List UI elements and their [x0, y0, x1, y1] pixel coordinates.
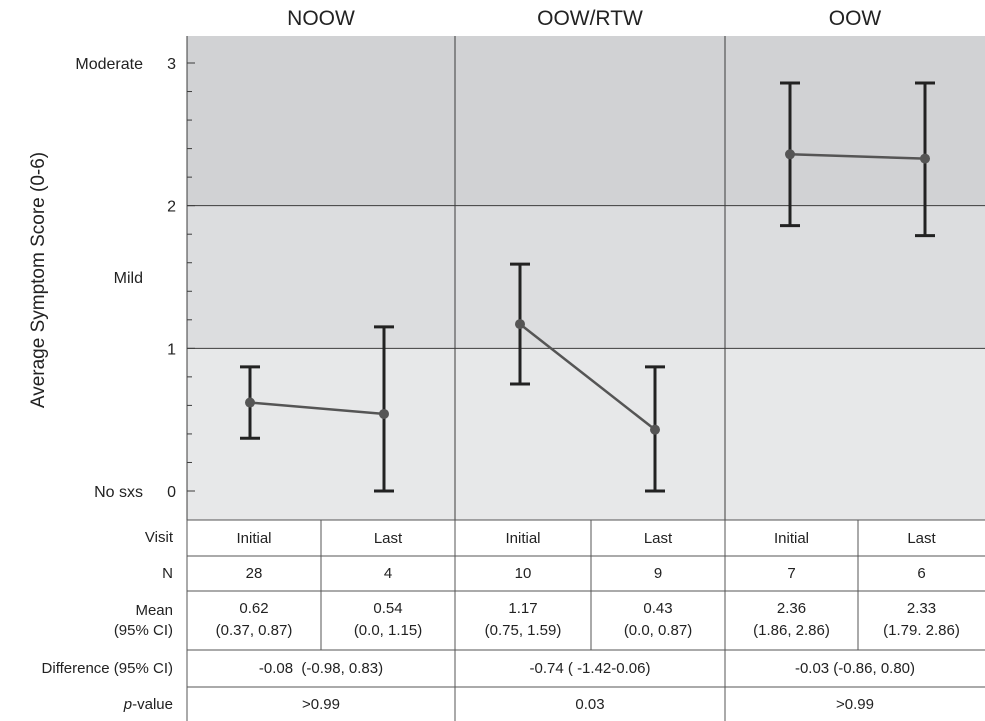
mean-cell: 2.36: [776, 599, 807, 617]
ci-cell: (0.37, 0.87): [215, 621, 293, 639]
chart-labels: NOOW OOW/RTW OOW: [287, 7, 881, 30]
row-label-visit: Visit: [144, 529, 173, 546]
data-marks: [240, 81, 935, 493]
mean-cell: 1.17: [508, 599, 538, 617]
row-label-n: N: [162, 565, 173, 582]
y-tick-label: 2: [167, 199, 176, 216]
data-point: [515, 319, 525, 330]
band-0: [187, 348, 985, 520]
data-point: [920, 153, 930, 164]
row-label-p-value: p-value: [0, 695, 173, 714]
band-1: [187, 205, 985, 349]
ci-cell: (0.75, 1.59): [484, 621, 562, 639]
data-point: [785, 149, 795, 160]
mean-cell: 2.33: [906, 599, 937, 617]
visit-cell: Initial: [505, 529, 541, 547]
visit-cell: Last: [643, 529, 673, 547]
y-tick-label: 0: [167, 484, 176, 501]
row-label-mean: Mean: [135, 602, 173, 619]
difference-cell: -0.74 ( -1.42-0.06): [529, 660, 651, 677]
band-2: [187, 36, 985, 206]
visit-cell: Last: [907, 529, 936, 547]
n-cell: 28: [245, 565, 263, 582]
y-tick-label: 1: [167, 341, 176, 358]
visit-cell: Last: [373, 529, 403, 547]
visit-cell: Initial: [236, 529, 272, 547]
ci-cell: (0.0, 0.87): [623, 621, 693, 639]
n-cell: 4: [383, 565, 393, 582]
y-level-label: No sxs: [94, 484, 143, 501]
data-point: [245, 397, 255, 408]
mean-cell: 0.62: [239, 599, 269, 617]
n-cell: 9: [653, 565, 663, 582]
summary-table-lines: [186, 519, 985, 721]
grid-lines: [186, 36, 985, 520]
n-cell: 7: [787, 565, 796, 582]
n-cell: 10: [514, 565, 532, 582]
y-axis: 0 1 2 3 No sxs Mild Moderate Average Symptom Sc…: [28, 56, 195, 501]
mean-cell: 0.54: [373, 599, 403, 617]
difference-cell: -0.08 (-0.98, 0.83): [258, 660, 384, 677]
panel-title: OOW: [829, 7, 882, 30]
y-axis-label: Average Symptom Score (0-6): [28, 152, 49, 408]
panel-title: NOOW: [287, 7, 355, 30]
background-bands: [187, 36, 985, 520]
p-value-cell: 0.03: [575, 695, 605, 713]
row-label-difference: Difference (95% CI): [41, 660, 173, 677]
y-tick-label: 3: [167, 56, 176, 73]
ci-cell: (0.0, 1.15): [353, 621, 423, 639]
n-cell: 6: [917, 565, 926, 582]
data-point: [650, 424, 660, 435]
y-level-label: Mild: [114, 270, 143, 287]
p-italic: p: [123, 696, 133, 713]
y-level-label: Moderate: [75, 56, 143, 73]
panel-title: OOW/RTW: [537, 7, 643, 30]
visit-cell: Initial: [773, 529, 810, 547]
row-label-mean-ci: (95% CI): [113, 622, 173, 639]
difference-cell: -0.03 (-0.86, 0.80): [794, 660, 916, 677]
mean-cell: 0.43: [643, 599, 673, 617]
p-value-cell: >0.99: [302, 695, 340, 713]
series-line: [789, 153, 926, 160]
series-line: [249, 401, 385, 416]
p-value-suffix: -value: [132, 696, 173, 713]
ci-cell: (1.79. 2.86): [883, 621, 960, 639]
p-value-cell: >0.99: [836, 695, 874, 713]
series-line: [519, 323, 656, 431]
ci-cell: (1.86, 2.86): [753, 621, 830, 639]
data-point: [379, 408, 389, 419]
